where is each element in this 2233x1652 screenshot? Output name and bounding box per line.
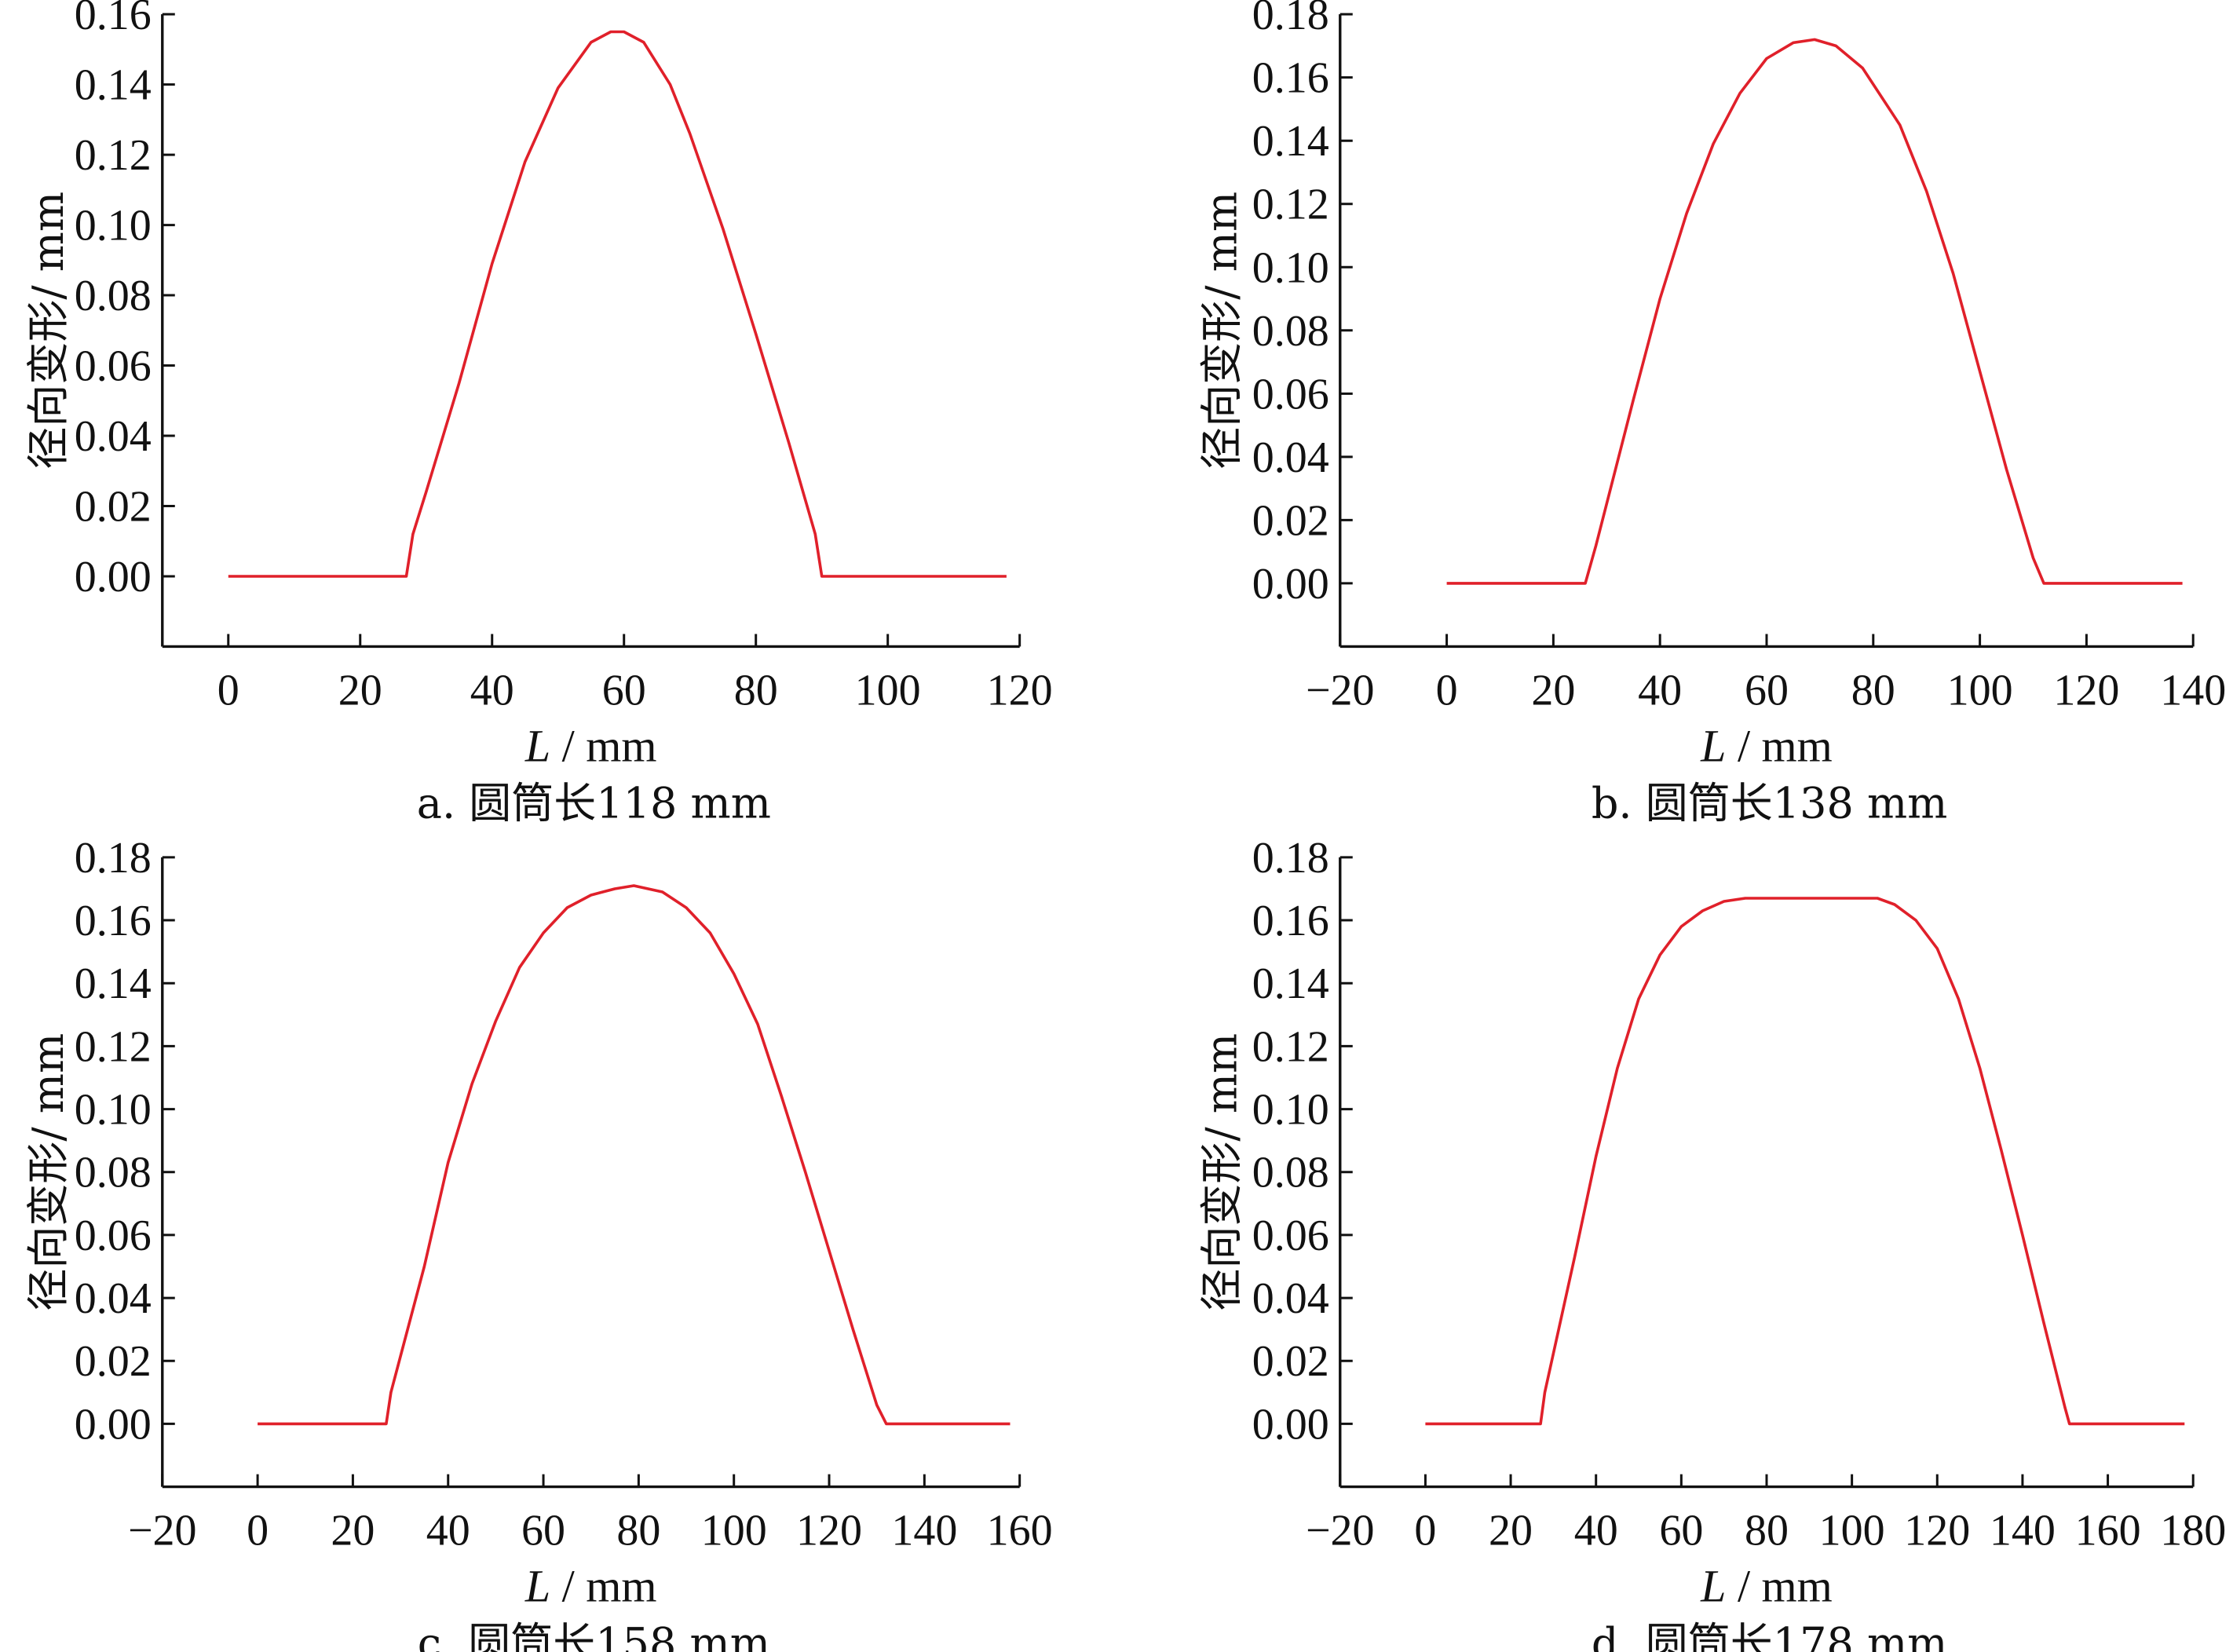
y-tick-label: 0.06 [1252, 1212, 1329, 1260]
y-tick-label: 0.14 [75, 61, 152, 110]
y-tick-label: 0.10 [1252, 1086, 1329, 1135]
x-tick-label: 0 [247, 1507, 269, 1555]
y-tick-label: 0.06 [1252, 370, 1329, 418]
y-tick-label: 0.18 [1252, 0, 1329, 39]
y-tick-label: 0.02 [1252, 1337, 1329, 1386]
x-tick-label: 120 [987, 666, 1053, 715]
y-tick-label: 0.08 [1252, 1149, 1329, 1197]
y-tick-label: 0.02 [1252, 496, 1329, 545]
x-tick-label: 160 [987, 1507, 1053, 1555]
data-series-line [1446, 38, 2183, 585]
data-series-line [258, 884, 1011, 1426]
y-tick-label: 0.08 [75, 1149, 152, 1197]
x-tick-label: −20 [128, 1507, 197, 1555]
x-tick-label: 140 [891, 1507, 957, 1555]
y-tick-label: 0.12 [75, 131, 152, 180]
x-tick-label: 40 [470, 666, 514, 715]
x-tick-label: 20 [1489, 1507, 1533, 1555]
x-tick-label: 120 [796, 1507, 862, 1555]
chart-panel-d: 0.00 0.02 0.04 0.06 0.08 0.10 0.12 0.14 0.16 0.18… [1197, 834, 2226, 1652]
x-tick-label: 40 [1574, 1507, 1618, 1555]
x-tick-label: 120 [1904, 1507, 1970, 1555]
y-tick-label: 0.08 [1252, 307, 1329, 356]
x-tick-label: 60 [521, 1507, 565, 1555]
y-axis-label: 径向变形/ mm [1197, 1033, 1246, 1311]
x-axis-label: L / mm [1700, 1561, 1833, 1612]
x-tick-label: 80 [1745, 1507, 1789, 1555]
panel-caption: b. 圆筒长138 mm [1592, 778, 1948, 828]
y-tick-label: 0.14 [75, 959, 152, 1008]
y-tick-label: 0.16 [1252, 897, 1329, 945]
y-tick-label: 0.10 [75, 202, 152, 250]
y-tick-label: 0.14 [1252, 959, 1329, 1008]
y-axis-label: 径向变形/ mm [24, 192, 73, 470]
y-tick-label: 0.12 [1252, 181, 1329, 229]
x-tick-label: 0 [1436, 666, 1458, 715]
x-axis-label: L / mm [524, 720, 657, 771]
x-tick-label: 40 [426, 1507, 470, 1555]
y-tick-label: 0.04 [75, 1274, 152, 1323]
y-tick-label: 0.10 [1252, 243, 1329, 292]
y-tick-label: 0.12 [1252, 1022, 1329, 1071]
x-tick-label: 100 [1947, 666, 2013, 715]
y-tick-label: 0.16 [1252, 54, 1329, 103]
x-tick-label: 100 [855, 666, 921, 715]
x-tick-label: 40 [1638, 666, 1682, 715]
x-tick-label: 80 [734, 666, 778, 715]
y-tick-label: 0.06 [75, 342, 152, 391]
x-tick-label: 80 [616, 1507, 660, 1555]
y-tick-label: 0.10 [75, 1086, 152, 1135]
panel-caption: d. 圆筒长178 mm [1592, 1619, 1948, 1652]
x-tick-label: 100 [701, 1507, 767, 1555]
x-tick-label: 120 [2053, 666, 2119, 715]
y-tick-label: 0.02 [75, 482, 152, 531]
y-tick-label: 0.02 [75, 1337, 152, 1386]
x-tick-label: 0 [1414, 1507, 1436, 1555]
x-tick-label: 80 [1851, 666, 1895, 715]
x-tick-label: 20 [1531, 666, 1575, 715]
y-tick-label: 0.00 [1252, 1400, 1329, 1449]
y-tick-label: 0.04 [75, 412, 152, 461]
x-tick-label: 60 [1659, 1507, 1703, 1555]
y-tick-label: 0.18 [75, 834, 152, 883]
y-tick-label: 0.14 [1252, 117, 1329, 166]
y-axis-label: 径向变形/ mm [24, 1033, 73, 1311]
y-tick-label: 0.00 [75, 1400, 152, 1449]
y-tick-label: 0.16 [75, 897, 152, 945]
y-tick-label: 0.04 [1252, 1274, 1329, 1323]
y-axis-label: 径向变形/ mm [1197, 192, 1246, 470]
x-tick-label: 100 [1819, 1507, 1885, 1555]
y-tick-label: 0.04 [1252, 433, 1329, 482]
chart-panel-b: 0.00 0.02 0.04 0.06 0.08 0.10 0.12 0.14 0.16 0.18… [1197, 0, 2226, 828]
panel-caption: c. 圆筒长158 mm [418, 1619, 770, 1652]
x-tick-label: −20 [1306, 1507, 1375, 1555]
y-tick-label: 0.00 [75, 553, 152, 601]
x-axis-label: L / mm [1700, 720, 1833, 771]
x-tick-label: 160 [2075, 1507, 2141, 1555]
x-tick-label: 60 [602, 666, 646, 715]
chart-panel-c: 0.00 0.02 0.04 0.06 0.08 0.10 0.12 0.14 0.16 0.18… [24, 834, 1053, 1652]
y-tick-label: 0.00 [1252, 560, 1329, 609]
x-tick-label: 20 [331, 1507, 375, 1555]
y-tick-label: 0.12 [75, 1022, 152, 1071]
x-axis-label: L / mm [524, 1561, 657, 1612]
y-tick-label: 0.18 [1252, 834, 1329, 883]
x-tick-label: 60 [1745, 666, 1789, 715]
y-tick-label: 0.08 [75, 272, 152, 320]
chart-panel-a: 0.00 0.02 0.04 0.06 0.08 0.10 0.12 0.14 0.16 0 20 4… [24, 0, 1053, 828]
x-tick-label: 180 [2160, 1507, 2226, 1555]
panel-caption: a. 圆筒长118 mm [417, 778, 771, 828]
x-tick-label: 140 [1990, 1507, 2056, 1555]
x-tick-label: 20 [338, 666, 382, 715]
data-series-line [1425, 897, 2185, 1426]
y-tick-label: 0.06 [75, 1212, 152, 1260]
x-tick-label: 0 [217, 666, 239, 715]
data-series-line [228, 30, 1007, 578]
y-tick-label: 0.16 [75, 0, 152, 39]
x-tick-label: 140 [2160, 666, 2226, 715]
x-tick-label: −20 [1306, 666, 1375, 715]
